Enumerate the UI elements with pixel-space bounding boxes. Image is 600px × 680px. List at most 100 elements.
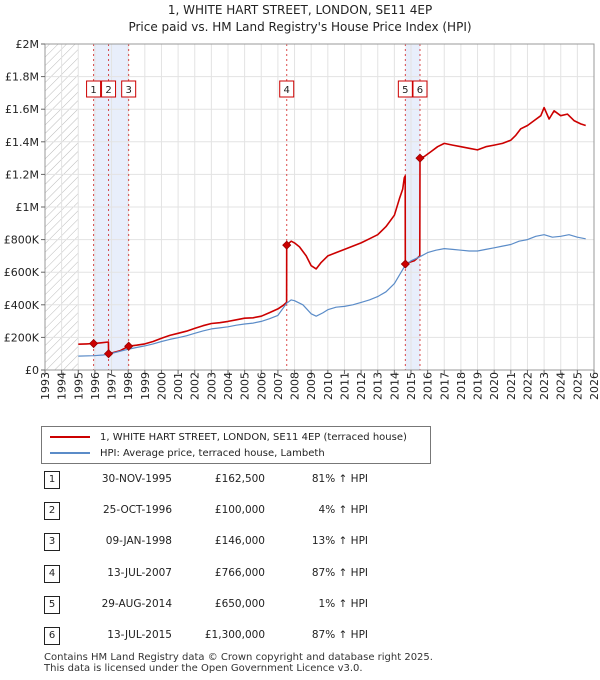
- x-tick-label: 2023: [538, 372, 551, 400]
- x-tick-label: 2020: [488, 372, 501, 400]
- x-tick-label: 2015: [405, 372, 418, 400]
- y-tick-label: £800K: [4, 234, 40, 247]
- x-tick-label: 2026: [588, 372, 600, 400]
- transaction-price: £1,300,000: [204, 629, 265, 641]
- transaction-date: 13-JUL-2007: [107, 567, 172, 579]
- y-tick-label: £200K: [4, 331, 40, 344]
- y-tick-label: £600K: [4, 266, 40, 279]
- transaction-hpi: 1% ↑ HPI: [318, 598, 368, 610]
- footer-license: This data is licensed under the Open Gov…: [44, 663, 363, 674]
- transaction-number: 2: [44, 502, 60, 520]
- transaction-number: 6: [44, 627, 60, 645]
- transaction-label: 5: [402, 85, 408, 96]
- legend-swatch-hpi: [50, 452, 90, 454]
- x-tick-label: 2007: [272, 372, 285, 400]
- x-tick-label: 2012: [355, 372, 368, 400]
- x-tick-label: 2016: [422, 372, 435, 400]
- table-row: 5 29-AUG-2014 £650,000 1% ↑ HPI: [44, 596, 384, 614]
- transaction-label: 3: [125, 85, 131, 96]
- y-tick-label: £1.2M: [5, 168, 39, 181]
- transaction-hpi: 4% ↑ HPI: [318, 504, 368, 516]
- transaction-date: 09-JAN-1998: [105, 535, 172, 547]
- table-row: 3 09-JAN-1998 £146,000 13% ↑ HPI: [44, 533, 384, 551]
- table-row: 1 30-NOV-1995 £162,500 81% ↑ HPI: [44, 471, 384, 489]
- transaction-date: 13-JUL-2015: [107, 629, 172, 641]
- transaction-label: 2: [105, 85, 111, 96]
- transaction-label-box: [412, 80, 428, 98]
- chart-title: 1, WHITE HART STREET, LONDON, SE11 4EP: [168, 3, 432, 17]
- x-tick-label: 1993: [39, 372, 52, 400]
- transaction-date: 30-NOV-1995: [101, 473, 172, 485]
- transaction-hpi: 13% ↑ HPI: [311, 535, 368, 547]
- x-tick-label: 1996: [89, 372, 102, 400]
- transaction-label: 1: [90, 85, 96, 96]
- transaction-hpi: 81% ↑ HPI: [311, 473, 368, 485]
- transaction-label-box: [121, 80, 137, 98]
- x-tick-label: 2009: [305, 372, 318, 400]
- property-price-line: [78, 106, 586, 355]
- transaction-price: £100,000: [214, 504, 265, 516]
- x-tick-label: 2025: [571, 372, 584, 400]
- table-row: 6 13-JUL-2015 £1,300,000 87% ↑ HPI: [44, 627, 384, 645]
- transaction-point: [103, 349, 114, 359]
- y-tick-label: £1.4M: [5, 136, 39, 149]
- transaction-number: 5: [44, 596, 60, 614]
- x-tick-label: 2002: [189, 372, 202, 400]
- transaction-label-box: [86, 80, 102, 98]
- x-tick-label: 1999: [139, 372, 152, 400]
- transaction-price: £146,000: [214, 535, 265, 547]
- x-tick-label: 2010: [322, 372, 335, 400]
- y-tick-label: £400K: [4, 299, 40, 312]
- x-tick-label: 2003: [205, 372, 218, 400]
- table-row: 2 25-OCT-1996 £100,000 4% ↑ HPI: [44, 502, 384, 520]
- x-tick-label: 2006: [255, 372, 268, 400]
- transaction-price: £162,500: [214, 473, 265, 485]
- table-row: 4 13-JUL-2007 £766,000 87% ↑ HPI: [44, 565, 384, 583]
- legend-swatch-property: [50, 436, 90, 438]
- transaction-point: [89, 338, 99, 349]
- x-tick-label: 1995: [72, 372, 85, 400]
- chart-subtitle: Price paid vs. HM Land Registry's House …: [128, 20, 471, 34]
- transaction-number: 1: [44, 471, 60, 489]
- x-tick-label: 1997: [106, 372, 119, 400]
- transaction-date: 25-OCT-1996: [103, 504, 172, 516]
- transaction-label-box: [101, 80, 117, 98]
- x-tick-label: 2005: [239, 372, 252, 400]
- x-tick-label: 2022: [521, 372, 534, 400]
- x-tick-label: 2017: [438, 372, 451, 400]
- transaction-point: [415, 153, 425, 163]
- x-tick-label: 2021: [505, 372, 518, 400]
- x-tick-label: 2001: [172, 372, 185, 400]
- hpi-line: [78, 234, 586, 357]
- transaction-label: 6: [417, 85, 423, 96]
- transaction-hpi: 87% ↑ HPI: [311, 567, 368, 579]
- transaction-point: [124, 341, 134, 351]
- transaction-point: [400, 259, 410, 269]
- x-tick-label: 2000: [155, 372, 168, 400]
- x-tick-label: 2024: [555, 372, 568, 400]
- x-tick-label: 2014: [388, 372, 401, 400]
- legend-label-property: 1, WHITE HART STREET, LONDON, SE11 4EP (…: [100, 431, 407, 443]
- legend-label-hpi: HPI: Average price, terraced house, Lamb…: [100, 447, 325, 459]
- y-tick-label: £0: [25, 364, 39, 377]
- transaction-date: 29-AUG-2014: [101, 598, 172, 610]
- footer-copyright: Contains HM Land Registry data © Crown c…: [44, 652, 433, 663]
- y-tick-label: £2M: [16, 38, 40, 51]
- legend-item-property: 1, WHITE HART STREET, LONDON, SE11 4EP (…: [50, 429, 407, 445]
- transaction-label-box: [279, 80, 295, 98]
- x-tick-label: 1994: [56, 372, 69, 400]
- x-tick-label: 2011: [338, 372, 351, 400]
- legend-item-hpi: HPI: Average price, terraced house, Lamb…: [50, 445, 325, 461]
- price-chart: 1, WHITE HART STREET, LONDON, SE11 4EP P…: [4, 3, 600, 400]
- transaction-number: 4: [44, 565, 60, 583]
- transaction-label: 4: [284, 85, 290, 96]
- x-tick-label: 1998: [122, 372, 135, 400]
- legend: 1, WHITE HART STREET, LONDON, SE11 4EP (…: [41, 426, 431, 464]
- transaction-number: 3: [44, 533, 60, 551]
- transaction-hpi: 87% ↑ HPI: [311, 629, 368, 641]
- x-tick-label: 2008: [289, 372, 302, 400]
- y-tick-label: £1.8M: [5, 71, 39, 84]
- x-tick-label: 2013: [372, 372, 385, 400]
- x-tick-label: 2004: [222, 372, 235, 400]
- footer: Contains HM Land Registry data © Crown c…: [44, 652, 433, 674]
